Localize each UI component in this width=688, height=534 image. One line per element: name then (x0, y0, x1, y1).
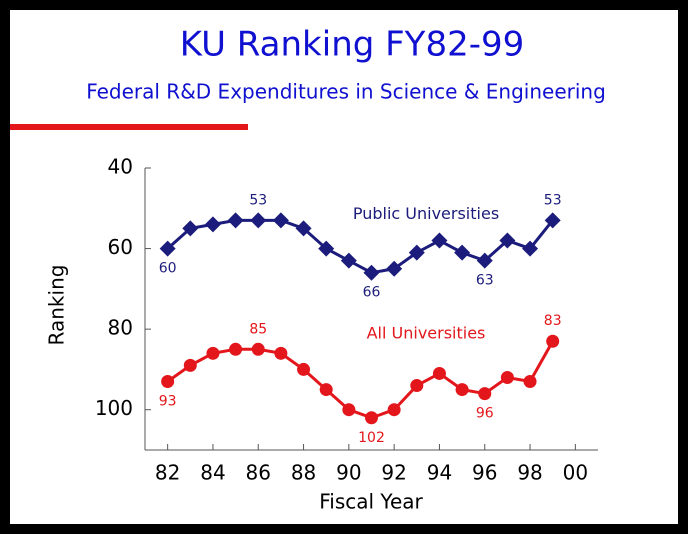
marker (544, 212, 561, 229)
marker (274, 346, 288, 360)
x-tick-label: 90 (336, 461, 361, 485)
x-tick-label: 84 (200, 461, 225, 485)
data-label: 83 (544, 313, 562, 329)
marker (410, 379, 424, 393)
marker (387, 403, 401, 417)
series-label: All Universities (367, 324, 486, 343)
data-label: 66 (363, 285, 381, 301)
marker (365, 411, 378, 425)
x-tick-label: 82 (155, 461, 180, 485)
marker (499, 232, 516, 249)
data-label: 93 (159, 394, 177, 410)
x-tick-label: 98 (517, 461, 542, 485)
data-label: 63 (476, 273, 494, 289)
marker (204, 216, 221, 233)
y-tick-label: 100 (95, 396, 133, 420)
marker (318, 240, 335, 257)
marker (386, 260, 403, 277)
y-tick-label: 40 (108, 155, 133, 179)
marker (500, 370, 514, 384)
marker (455, 383, 469, 397)
data-label: 102 (358, 430, 385, 446)
data-label: 85 (249, 321, 267, 337)
marker (182, 220, 199, 237)
chart-subtitle: Federal R&D Expenditures in Science & En… (86, 80, 606, 104)
marker (408, 244, 425, 261)
marker (432, 366, 446, 380)
marker (295, 220, 312, 237)
y-tick-label: 80 (108, 316, 133, 340)
marker (319, 383, 333, 397)
marker (227, 212, 244, 229)
x-axis-label: Fiscal Year (319, 490, 423, 514)
marker (161, 375, 175, 389)
marker (454, 244, 471, 261)
x-tick-label: 88 (291, 461, 316, 485)
marker (478, 387, 492, 401)
y-axis-label: Ranking (45, 265, 69, 346)
x-tick-label: 92 (381, 461, 406, 485)
marker (342, 403, 356, 417)
marker (183, 358, 197, 372)
marker (272, 212, 289, 229)
marker (363, 264, 380, 281)
data-label: 60 (159, 261, 177, 277)
x-tick-label: 86 (246, 461, 271, 485)
x-tick-label: 96 (472, 461, 497, 485)
marker (340, 252, 357, 269)
x-tick-label: 94 (427, 461, 452, 485)
marker (546, 334, 560, 348)
chart-title: KU Ranking FY82-99 (180, 25, 525, 65)
data-label: 96 (476, 406, 494, 422)
marker (522, 240, 539, 257)
data-label: 53 (544, 192, 562, 208)
marker (206, 346, 220, 360)
x-tick-label: 00 (563, 461, 588, 485)
marker (523, 375, 537, 389)
marker (251, 342, 265, 356)
divider (10, 124, 248, 130)
marker (159, 240, 176, 257)
marker (229, 342, 243, 356)
marker (250, 212, 267, 229)
y-tick-label: 60 (108, 235, 133, 259)
series-label: Public Universities (353, 204, 499, 223)
data-label: 53 (249, 192, 267, 208)
marker (476, 252, 493, 269)
marker (431, 232, 448, 249)
marker (297, 362, 311, 376)
